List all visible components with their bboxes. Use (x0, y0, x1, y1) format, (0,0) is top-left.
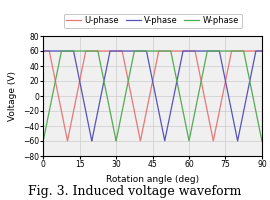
V-phase (148, 65, 151, 67)
V-phase (142, 50, 145, 52)
W-phase (260, 140, 264, 142)
U-phase (148, 94, 151, 97)
U-phase (214, 129, 217, 131)
Text: Fig. 3. Induced voltage waveform: Fig. 3. Induced voltage waveform (28, 185, 242, 198)
U-phase (254, 50, 257, 52)
W-phase (148, 50, 151, 52)
X-axis label: Rotation angle (deg): Rotation angle (deg) (106, 175, 199, 184)
W-phase (142, 50, 146, 52)
Legend: U-phase, V-phase, W-phase: U-phase, V-phase, W-phase (63, 14, 242, 28)
U-phase (260, 50, 264, 52)
U-phase (53, 75, 56, 77)
V-phase (42, 50, 45, 52)
W-phase (254, 109, 257, 111)
W-phase (42, 140, 45, 142)
W-phase (53, 85, 56, 87)
Line: W-phase: W-phase (43, 51, 262, 141)
V-phase (236, 140, 239, 142)
W-phase (60, 50, 63, 52)
U-phase (42, 50, 45, 52)
Line: U-phase: U-phase (43, 51, 262, 141)
W-phase (214, 50, 217, 52)
Y-axis label: Voltage (V): Voltage (V) (8, 71, 17, 121)
W-phase (254, 108, 257, 111)
U-phase (142, 123, 146, 125)
V-phase (254, 51, 257, 53)
V-phase (260, 50, 264, 52)
V-phase (53, 50, 56, 52)
U-phase (66, 140, 69, 142)
U-phase (254, 50, 257, 52)
V-phase (254, 51, 257, 54)
V-phase (214, 50, 217, 52)
Line: V-phase: V-phase (43, 51, 262, 141)
